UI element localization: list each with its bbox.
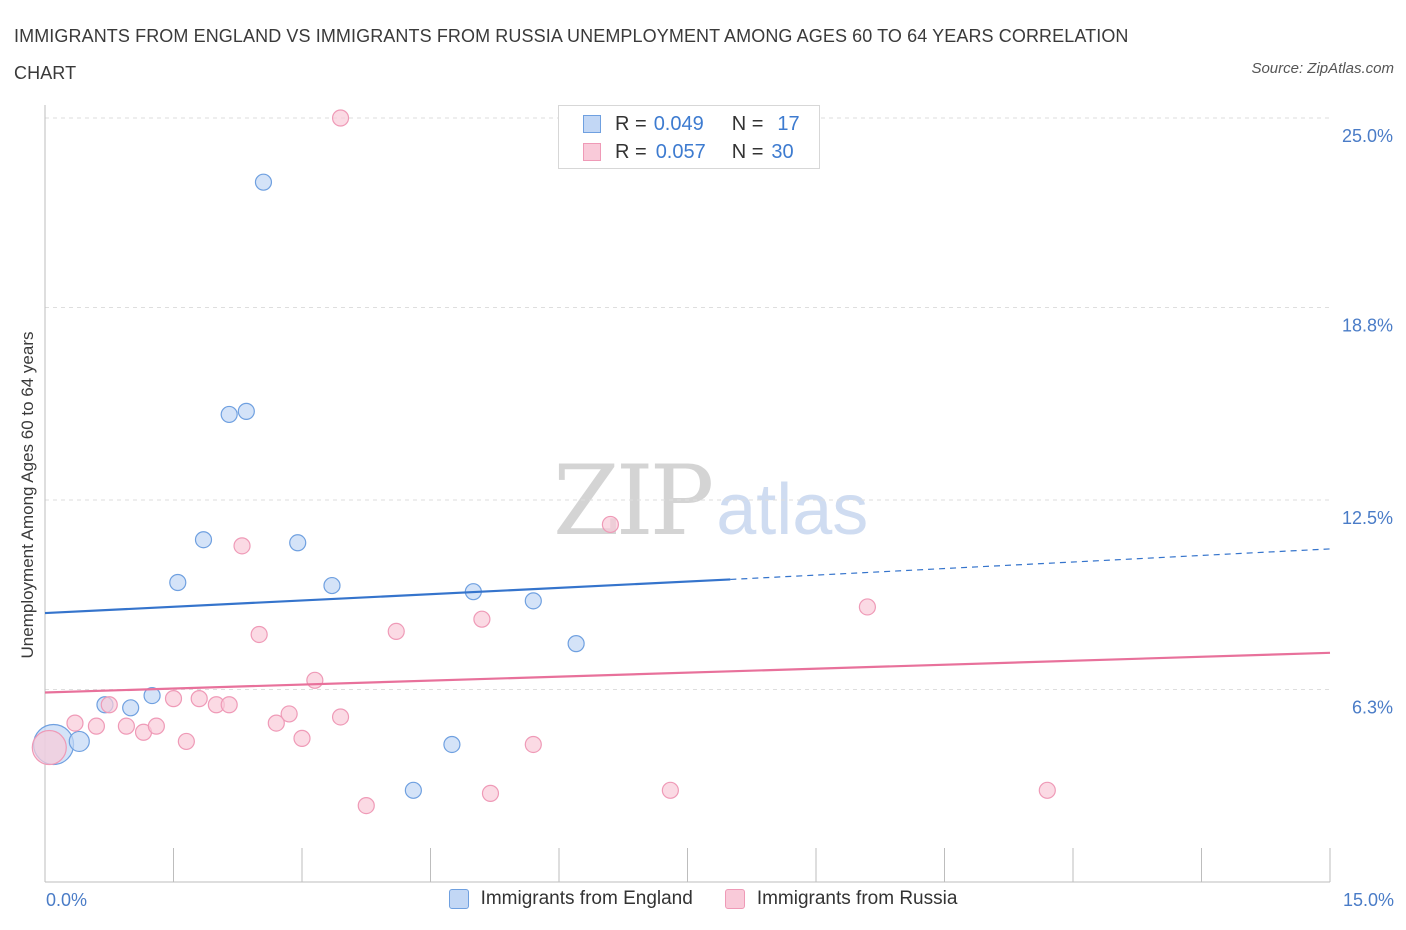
russia-trend-line <box>44 651 1331 694</box>
england-point <box>524 592 542 610</box>
russia-point <box>177 732 195 751</box>
russia-point <box>293 729 311 747</box>
russia-point <box>190 690 208 708</box>
legend-r-label: R = <box>615 140 647 163</box>
watermark-zip: ZIP <box>553 445 714 557</box>
legend-label-england: Immigrants from England <box>480 888 693 909</box>
russia-point <box>387 622 405 641</box>
legend-swatch-england <box>448 889 469 909</box>
x-tick-label-min: 0.0% <box>46 890 88 910</box>
legend-r-value: 0.049 <box>653 112 704 135</box>
russia-point <box>473 610 491 628</box>
legend-n-label: N = <box>731 140 764 163</box>
y-tick-label: 6.3% <box>1352 697 1393 717</box>
legend-r-label: R = <box>615 112 647 135</box>
legend-item-russia: Immigrants from Russia <box>724 888 958 910</box>
russia-point <box>250 625 268 644</box>
england-point <box>68 730 90 753</box>
russia-point <box>31 729 67 766</box>
legend-n-value: 17 <box>777 112 800 135</box>
russia-point <box>147 717 165 735</box>
source-label: Source: ZipAtlas.com <box>1251 60 1394 77</box>
legend-swatch-england <box>583 115 601 133</box>
russia-point <box>280 705 298 723</box>
russia-point <box>481 784 500 802</box>
watermark: ZIPatlas <box>553 445 868 557</box>
russia-point <box>331 708 350 726</box>
correlation-legend: R = 0.049 N = 17 R = 0.057 N = 30 <box>558 105 820 169</box>
england-point <box>122 699 140 717</box>
russia-point <box>306 671 324 689</box>
england-point <box>404 781 422 799</box>
russia-point <box>220 696 238 714</box>
england-point <box>254 173 273 191</box>
russia-point <box>267 714 285 732</box>
russia-point <box>66 714 84 732</box>
russia-point <box>117 717 135 735</box>
russia-point <box>858 598 877 616</box>
england-trend-line <box>44 578 731 615</box>
england-trend-extension <box>730 548 1331 581</box>
england-point <box>289 534 307 552</box>
legend-row-russia: R = 0.057 N = 30 <box>583 138 794 166</box>
y-tick-label: 18.8% <box>1342 315 1393 335</box>
legend-item-england: Immigrants from England <box>448 888 693 910</box>
legend-swatch-russia <box>583 143 601 161</box>
legend-n-label: N = <box>731 112 764 135</box>
y-tick-label: 12.5% <box>1342 508 1393 528</box>
england-point <box>567 635 585 653</box>
russia-point <box>233 537 251 555</box>
legend-r-value: 0.057 <box>655 140 706 163</box>
legend-row-england: R = 0.049 N = 17 <box>583 110 800 138</box>
england-point <box>220 405 238 424</box>
watermark-atlas: atlas <box>716 470 869 550</box>
england-point <box>143 686 161 705</box>
russia-point <box>524 735 542 754</box>
england-point <box>443 735 461 754</box>
legend-label-russia: Immigrants from Russia <box>756 888 958 909</box>
y-axis-label: Unemployment Among Ages 60 to 64 years <box>18 331 37 659</box>
russia-point <box>661 781 679 799</box>
england-point <box>169 573 187 592</box>
russia-point <box>357 796 375 815</box>
england-point <box>237 402 255 420</box>
x-tick-label-max: 15.0% <box>1342 890 1394 910</box>
russia-point <box>601 515 620 534</box>
russia-point <box>87 717 106 735</box>
russia-point <box>1038 781 1056 799</box>
legend-swatch-russia <box>724 889 745 909</box>
russia-point <box>164 690 183 708</box>
russia-point <box>100 696 118 714</box>
chart-title: IMMIGRANTS FROM ENGLAND VS IMMIGRANTS FR… <box>14 26 1129 83</box>
legend-n-value: 30 <box>771 140 794 163</box>
england-point <box>194 531 213 549</box>
england-point <box>323 576 341 595</box>
russia-point <box>331 109 350 127</box>
series-legend: Immigrants from England Immigrants from … <box>0 888 1406 910</box>
y-tick-label: 25.0% <box>1342 126 1393 146</box>
